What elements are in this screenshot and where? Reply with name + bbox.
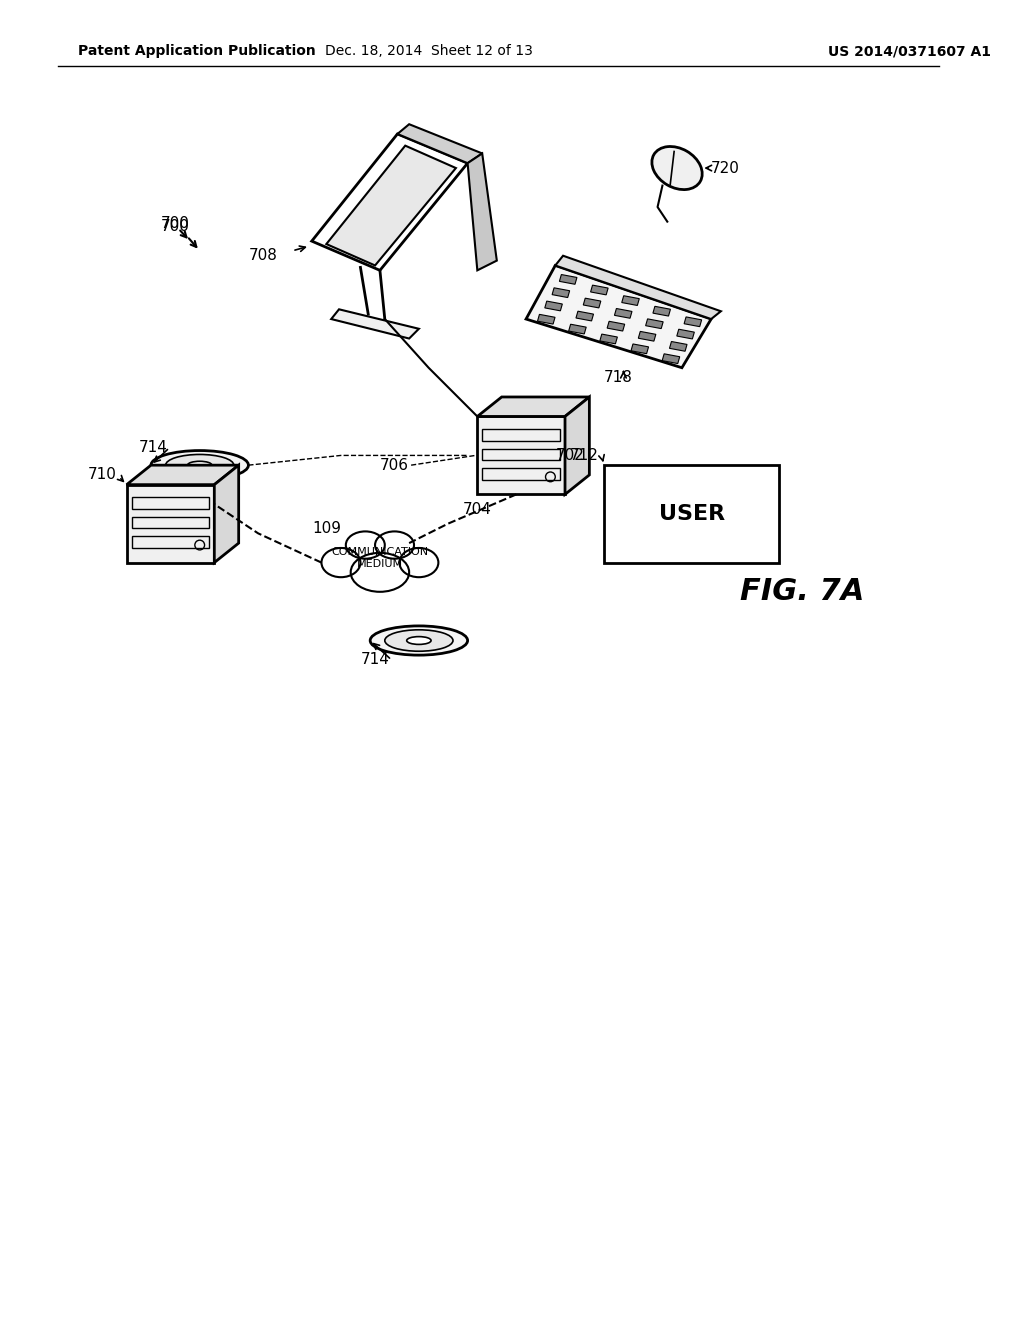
Bar: [131, 517, 210, 528]
Text: 710: 710: [88, 467, 117, 482]
Bar: [482, 449, 560, 461]
Polygon shape: [214, 465, 239, 562]
Polygon shape: [600, 334, 617, 343]
Text: 109: 109: [312, 521, 341, 536]
Text: 718: 718: [604, 370, 633, 385]
Ellipse shape: [652, 147, 702, 190]
Polygon shape: [327, 145, 456, 265]
Text: COMMUNICATION
MEDIUM: COMMUNICATION MEDIUM: [332, 546, 428, 569]
Ellipse shape: [151, 450, 249, 479]
Text: FIG. 7A: FIG. 7A: [740, 577, 864, 606]
Bar: [604, 465, 779, 562]
Ellipse shape: [399, 548, 438, 577]
Ellipse shape: [371, 626, 468, 655]
Polygon shape: [477, 397, 590, 416]
Polygon shape: [565, 397, 590, 495]
Polygon shape: [614, 309, 632, 318]
Polygon shape: [127, 465, 239, 484]
Polygon shape: [477, 416, 565, 495]
Bar: [482, 469, 560, 479]
Polygon shape: [663, 354, 680, 363]
Polygon shape: [653, 306, 671, 315]
Text: 700: 700: [161, 216, 189, 231]
Polygon shape: [555, 256, 721, 319]
Text: 702: 702: [555, 447, 584, 463]
Polygon shape: [631, 345, 648, 354]
Polygon shape: [638, 331, 655, 341]
Polygon shape: [331, 309, 419, 338]
Ellipse shape: [350, 553, 410, 591]
Polygon shape: [559, 275, 577, 284]
Text: 714: 714: [138, 440, 168, 455]
Ellipse shape: [166, 454, 233, 477]
Polygon shape: [622, 296, 639, 305]
Polygon shape: [127, 484, 214, 562]
Polygon shape: [397, 124, 482, 164]
Text: 714: 714: [360, 652, 390, 668]
Ellipse shape: [187, 461, 212, 469]
Polygon shape: [568, 325, 586, 334]
Polygon shape: [584, 298, 601, 308]
Ellipse shape: [322, 548, 360, 577]
Polygon shape: [607, 321, 625, 331]
Bar: [482, 429, 560, 441]
Polygon shape: [526, 265, 711, 368]
Polygon shape: [545, 301, 562, 310]
Text: Patent Application Publication: Patent Application Publication: [78, 44, 315, 58]
Text: 708: 708: [249, 248, 278, 263]
Text: 700: 700: [161, 219, 189, 234]
Text: 704: 704: [463, 502, 492, 516]
Polygon shape: [538, 314, 555, 325]
Ellipse shape: [385, 630, 453, 651]
Bar: [131, 536, 210, 548]
Text: Dec. 18, 2014  Sheet 12 of 13: Dec. 18, 2014 Sheet 12 of 13: [325, 44, 532, 58]
Ellipse shape: [346, 532, 385, 558]
Text: USER: USER: [658, 504, 725, 524]
Polygon shape: [645, 319, 664, 329]
Ellipse shape: [375, 532, 414, 558]
Text: US 2014/0371607 A1: US 2014/0371607 A1: [828, 44, 991, 58]
Bar: [131, 498, 210, 510]
Polygon shape: [468, 153, 497, 271]
Polygon shape: [552, 288, 569, 297]
Ellipse shape: [407, 636, 431, 644]
Text: 712: 712: [570, 447, 599, 463]
Polygon shape: [575, 312, 594, 321]
Text: 720: 720: [711, 161, 740, 176]
Polygon shape: [670, 342, 687, 351]
Text: 706: 706: [380, 458, 410, 473]
Polygon shape: [591, 285, 608, 294]
Polygon shape: [684, 317, 701, 326]
Polygon shape: [677, 329, 694, 339]
